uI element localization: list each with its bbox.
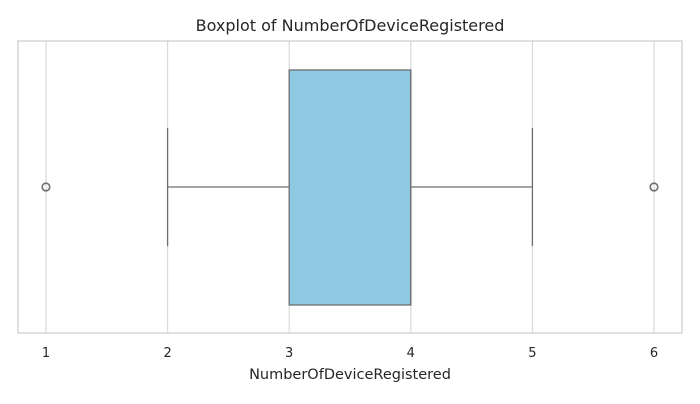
x-tick-label-3: 3 <box>285 346 293 361</box>
x-tick-label-4: 4 <box>407 346 415 361</box>
chart-title: Boxplot of NumberOfDeviceRegistered <box>196 16 505 35</box>
x-tick-label-6: 6 <box>650 346 658 361</box>
x-axis-label: NumberOfDeviceRegistered <box>249 367 451 383</box>
x-tick-label-1: 1 <box>42 346 50 361</box>
box-group <box>41 69 659 306</box>
x-tick-label-2: 2 <box>163 346 171 361</box>
plot-frame <box>17 40 683 334</box>
outlier-point-1 <box>41 182 51 192</box>
x-tick-label-5: 5 <box>528 346 536 361</box>
iqr-box <box>288 69 412 306</box>
outlier-point-6 <box>649 182 659 192</box>
x-tick-labels: 1 2 3 4 5 6 <box>42 346 658 361</box>
